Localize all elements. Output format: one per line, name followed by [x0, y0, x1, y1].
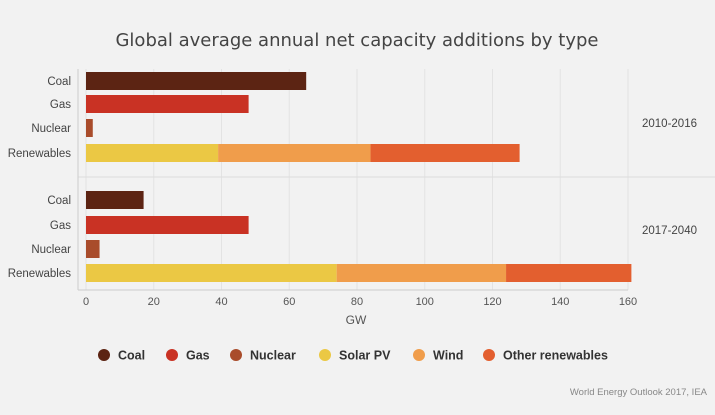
bar-2010-2016-gas-gas	[86, 95, 249, 113]
x-tick-label-40: 40	[215, 296, 227, 308]
period-label-2010-2016: 2010-2016	[642, 118, 697, 130]
legend-label-other-renewables: Other renewables	[503, 349, 608, 363]
category-label-coal: Coal	[47, 195, 71, 207]
bar-2017-2040-renewables-solar-pv	[86, 264, 337, 282]
legend-swatch-nuclear	[230, 349, 242, 361]
category-labels: 2010-2016 Coal Gas Nuclear Renewables 2017-20…	[8, 76, 697, 280]
x-tick-label-140: 140	[551, 296, 569, 308]
period-label-2017-2040: 2017-2040	[642, 225, 697, 237]
bar-2017-2040-coal-coal	[86, 191, 144, 209]
bar-2010-2016-renewables-wind	[218, 144, 371, 162]
source-note: World Energy Outlook 2017, IEA	[570, 387, 708, 398]
category-label-renewables: Renewables	[8, 148, 72, 160]
legend-label-nuclear: Nuclear	[250, 349, 296, 363]
legend-label-wind: Wind	[433, 349, 463, 363]
chart-title: Global average annual net capacity addit…	[115, 30, 598, 51]
bar-2017-2040-renewables-other-renewables	[506, 264, 632, 282]
legend-swatch-solar-pv	[319, 349, 331, 361]
legend-swatch-wind	[413, 349, 425, 361]
legend-swatch-other-renewables	[483, 349, 495, 361]
bar-2010-2016-nuclear-nuclear	[86, 119, 93, 137]
category-label-gas: Gas	[50, 220, 71, 232]
legend-label-solar-pv: Solar PV	[339, 349, 391, 363]
x-axis-ticks: 0 20 40 60 80 100 120 140 160	[83, 296, 637, 308]
bar-2017-2040-renewables-wind	[336, 264, 507, 282]
x-tick-label-20: 20	[148, 296, 160, 308]
bar-2010-2016-renewables-other-renewables	[370, 144, 520, 162]
legend-label-gas: Gas	[186, 349, 210, 363]
bar-2017-2040-nuclear-nuclear	[86, 240, 100, 258]
x-tick-label-80: 80	[351, 296, 363, 308]
legend-swatch-gas	[166, 349, 178, 361]
category-label-gas: Gas	[50, 99, 71, 111]
x-tick-label-120: 120	[483, 296, 501, 308]
x-tick-label-60: 60	[283, 296, 295, 308]
category-label-nuclear: Nuclear	[31, 244, 71, 256]
bar-2017-2040-gas-gas	[86, 216, 249, 234]
bar-2010-2016-renewables-solar-pv	[86, 144, 219, 162]
legend-label-coal: Coal	[118, 349, 145, 363]
x-tick-label-100: 100	[416, 296, 434, 308]
category-label-coal: Coal	[47, 76, 71, 88]
category-label-renewables: Renewables	[8, 268, 72, 280]
bars	[86, 72, 632, 282]
category-label-nuclear: Nuclear	[31, 123, 71, 135]
x-axis-title: GW	[346, 313, 367, 327]
x-tick-label-160: 160	[619, 296, 637, 308]
x-tick-label-0: 0	[83, 296, 89, 308]
legend-swatch-coal	[98, 349, 110, 361]
bar-2010-2016-coal-coal	[86, 72, 307, 90]
legend: Coal Gas Nuclear Solar PV Wind Other renewabl…	[98, 349, 608, 363]
